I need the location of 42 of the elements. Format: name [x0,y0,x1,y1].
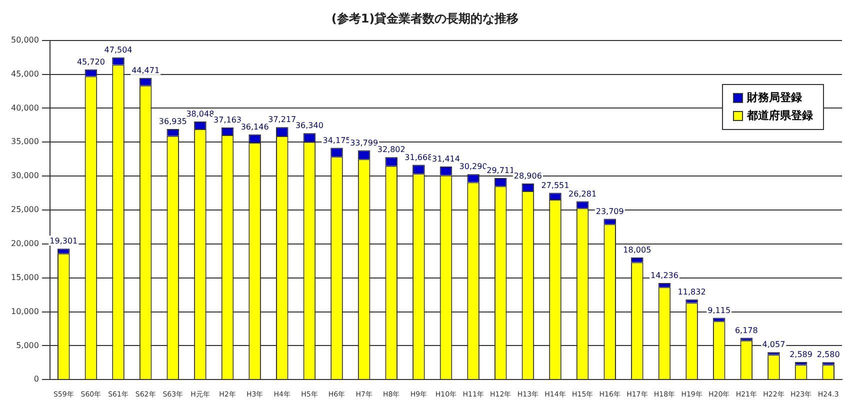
total-label: 19,301 [50,236,78,246]
y-tick-label: 50,000 [10,35,39,44]
chart-title: (参考1)貸金業者数の長期的な推移 [331,11,519,26]
y-tick-label: 40,000 [10,103,39,112]
y-tick-label: 25,000 [10,205,39,214]
total-label: 26,281 [568,189,597,198]
total-label: 2,580 [816,350,840,360]
total-label: 44,471 [132,66,160,75]
total-label: 18,005 [623,246,652,255]
total-label: 37,217 [268,115,296,124]
total-label: 31,414 [432,154,460,164]
legend-label: 財務局登録 [747,90,802,106]
y-tick-label: 20,000 [10,239,39,248]
y-tick-label: 5,000 [16,340,39,350]
total-label: 9,115 [708,306,731,315]
total-label: 14,236 [650,271,678,280]
total-label: 27,551 [541,180,570,190]
total-label: 45,720 [76,58,105,67]
y-tick-label: 30,000 [10,171,39,180]
total-label: 47,504 [104,45,132,54]
total-label: 37,163 [214,116,242,125]
total-label: 23,709 [596,206,624,216]
y-tick-label: 15,000 [10,272,39,282]
total-label: 6,178 [734,326,758,335]
y-tick-label: 45,000 [10,69,39,78]
total-label: 36,146 [240,122,269,132]
total-label: 38,048 [186,110,214,119]
total-label: 11,832 [678,287,706,296]
total-label: 36,935 [158,117,187,126]
y-tick-label: 35,000 [10,137,39,146]
total-label: 34,175 [322,136,351,145]
total-label: 30,290 [459,162,488,172]
total-label: 2,589 [790,350,812,360]
total-label: 4,057 [762,340,786,350]
y-tick-label: 10,000 [10,306,39,316]
total-label: 28,906 [514,172,542,181]
total-label: 36,340 [295,121,324,130]
total-label: 33,799 [350,138,378,148]
total-label: 32,802 [377,145,406,154]
total-label: 29,711 [486,166,515,176]
y-tick-label: 0 [34,374,39,384]
legend-label: 都道府県登録 [747,108,813,124]
